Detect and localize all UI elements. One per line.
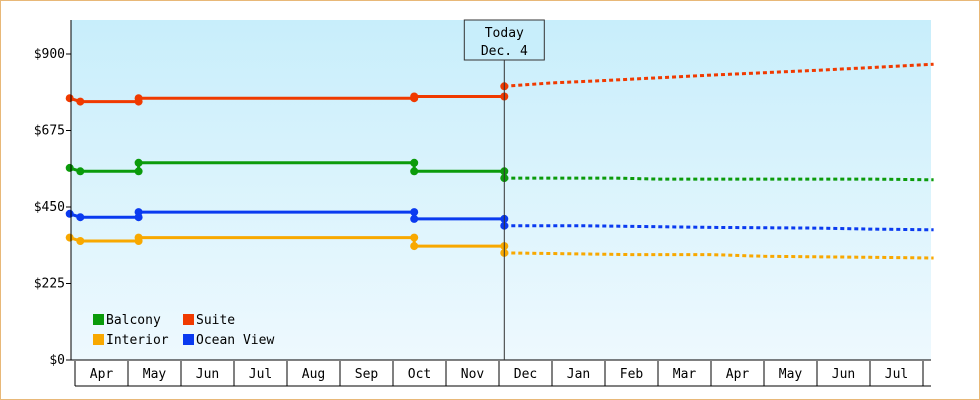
legend-swatch xyxy=(93,314,104,325)
x-tick-label: Jun xyxy=(196,367,219,382)
balcony-forecast-line xyxy=(504,176,934,182)
interior-forecast-line xyxy=(504,251,934,260)
x-tick-label: Sep xyxy=(355,367,379,382)
ocean-view-forecast-line xyxy=(504,224,934,232)
x-tick-label: Jul xyxy=(885,367,908,382)
suite-data-point xyxy=(76,97,85,106)
today-label: Today xyxy=(485,26,524,41)
interior-data-point xyxy=(65,233,74,242)
balcony-data-point xyxy=(76,167,85,176)
legend-swatch xyxy=(183,314,194,325)
x-tick-label: Nov xyxy=(461,367,485,382)
ocean-view-data-point xyxy=(134,208,143,217)
plot-background xyxy=(71,20,931,360)
today-box xyxy=(463,19,545,61)
y-tick-label: $675 xyxy=(34,124,65,139)
x-tick-label: Jun xyxy=(832,367,855,382)
balcony-data-point xyxy=(410,167,419,176)
interior-data-point xyxy=(76,237,85,245)
balcony-data-point xyxy=(410,158,419,167)
y-tick-label: $0 xyxy=(49,353,65,368)
ocean-view-data-point xyxy=(410,214,419,223)
interior-data-point xyxy=(410,233,419,242)
y-tick-label: $225 xyxy=(34,277,65,292)
today-date: Dec. 4 xyxy=(481,44,528,59)
x-tick-label: Apr xyxy=(726,367,750,382)
legend-label: Ocean View xyxy=(196,333,274,348)
legend-label: Suite xyxy=(196,313,235,328)
x-tick-label: Dec xyxy=(514,367,537,382)
y-tick-label: $900 xyxy=(34,47,65,62)
interior-data-point xyxy=(134,233,143,242)
balcony-data-point xyxy=(134,158,143,167)
suite-data-point xyxy=(134,94,143,103)
balcony-data-point xyxy=(134,167,143,176)
legend-label: Interior xyxy=(106,333,169,348)
legend-label: Balcony xyxy=(106,313,161,328)
ocean-view-data-point xyxy=(410,208,419,217)
x-tick-label: Apr xyxy=(90,367,114,382)
suite-data-point xyxy=(65,94,74,103)
x-tick-label: Mar xyxy=(673,367,697,382)
x-tick-label: May xyxy=(143,367,167,382)
legend-swatch xyxy=(93,334,104,345)
x-tick-label: May xyxy=(779,367,803,382)
interior-data-point xyxy=(410,242,419,251)
suite-forecast-line xyxy=(504,62,934,88)
x-tick-label: Feb xyxy=(620,367,644,382)
x-tick-label: Aug xyxy=(302,367,325,382)
ocean-view-data-point xyxy=(76,213,85,222)
y-tick-label: $450 xyxy=(34,200,65,215)
ocean-view-data-point xyxy=(65,209,74,218)
x-tick-label: Jul xyxy=(249,367,272,382)
balcony-data-point xyxy=(65,163,74,172)
legend-swatch xyxy=(183,334,194,345)
x-tick-label: Oct xyxy=(408,367,431,382)
suite-data-point xyxy=(410,92,419,101)
x-tick-label: Jan xyxy=(567,367,590,382)
